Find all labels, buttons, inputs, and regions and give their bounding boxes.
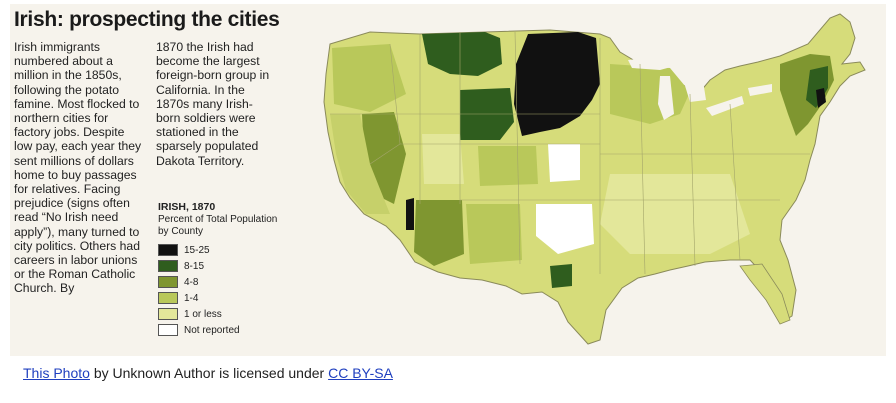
credit-text: by Unknown Author is licensed under <box>89 365 329 381</box>
photo-link[interactable]: This Photo <box>23 365 90 381</box>
legend-label: Not reported <box>184 324 240 336</box>
legend-row: 1 or less <box>158 306 288 322</box>
license-link[interactable]: CC BY-SA <box>328 365 393 381</box>
us-mainland <box>323 13 866 345</box>
map-figure: Irish: prospecting the cities Irish immi… <box>10 4 886 356</box>
image-credit: This Photo by Unknown Author is licensed… <box>23 365 393 381</box>
legend-swatch <box>158 324 178 336</box>
us-county-map <box>323 13 866 345</box>
dakota-black-region <box>514 32 600 136</box>
body-text-column-1: Irish immigrants numbered about a millio… <box>14 40 142 296</box>
legend-label: 15-25 <box>184 244 210 256</box>
lake-michigan <box>658 76 674 120</box>
legend-label: 8-15 <box>184 260 205 272</box>
texas-dark-region <box>550 264 572 288</box>
legend-swatch <box>158 308 178 320</box>
county-patches <box>330 32 834 325</box>
south-light-region <box>600 174 750 254</box>
lake-huron <box>682 74 706 102</box>
legend-title: IRISH, 1870 <box>158 201 216 213</box>
legend-row: 15-25 <box>158 242 288 258</box>
legend-label: 4-8 <box>184 276 199 288</box>
legend-row: 4-8 <box>158 274 288 290</box>
montana-dark-region <box>422 32 502 76</box>
lake-erie <box>706 96 744 116</box>
nevada-black-region <box>406 198 414 230</box>
lake-ontario <box>748 84 772 96</box>
oregon-mid-region <box>332 44 406 112</box>
lake-superior <box>628 56 682 70</box>
legend-row: 1-4 <box>158 290 288 306</box>
utah-light-region <box>422 134 464 184</box>
legend-label: 1 or less <box>184 308 222 320</box>
oklahoma-white-region <box>536 204 594 254</box>
legend-swatch <box>158 276 178 288</box>
body-text-column-2: 1870 the Irish had become the largest fo… <box>156 40 270 168</box>
legend: IRISH, 1870 Percent of Total Population … <box>158 201 288 338</box>
legend-row: 8-15 <box>158 258 288 274</box>
colorado-mid-region <box>478 146 538 186</box>
legend-swatch <box>158 292 178 304</box>
florida-peninsula <box>739 263 791 325</box>
legend-swatch <box>158 244 178 256</box>
newmexico-light-region <box>466 204 522 264</box>
california-light-region <box>330 114 390 214</box>
legend-swatch <box>158 260 178 272</box>
arizona-mid-region <box>414 200 464 266</box>
map-title: Irish: prospecting the cities <box>14 8 280 31</box>
northeast-darker-region <box>806 66 828 108</box>
state-borders <box>330 31 810 275</box>
legend-subtitle: Percent of Total Population by County <box>158 214 278 237</box>
legend-row: Not reported <box>158 322 288 338</box>
legend-label: 1-4 <box>184 292 199 304</box>
new-york-black-region <box>816 88 826 108</box>
kansas-white-region <box>548 144 580 182</box>
